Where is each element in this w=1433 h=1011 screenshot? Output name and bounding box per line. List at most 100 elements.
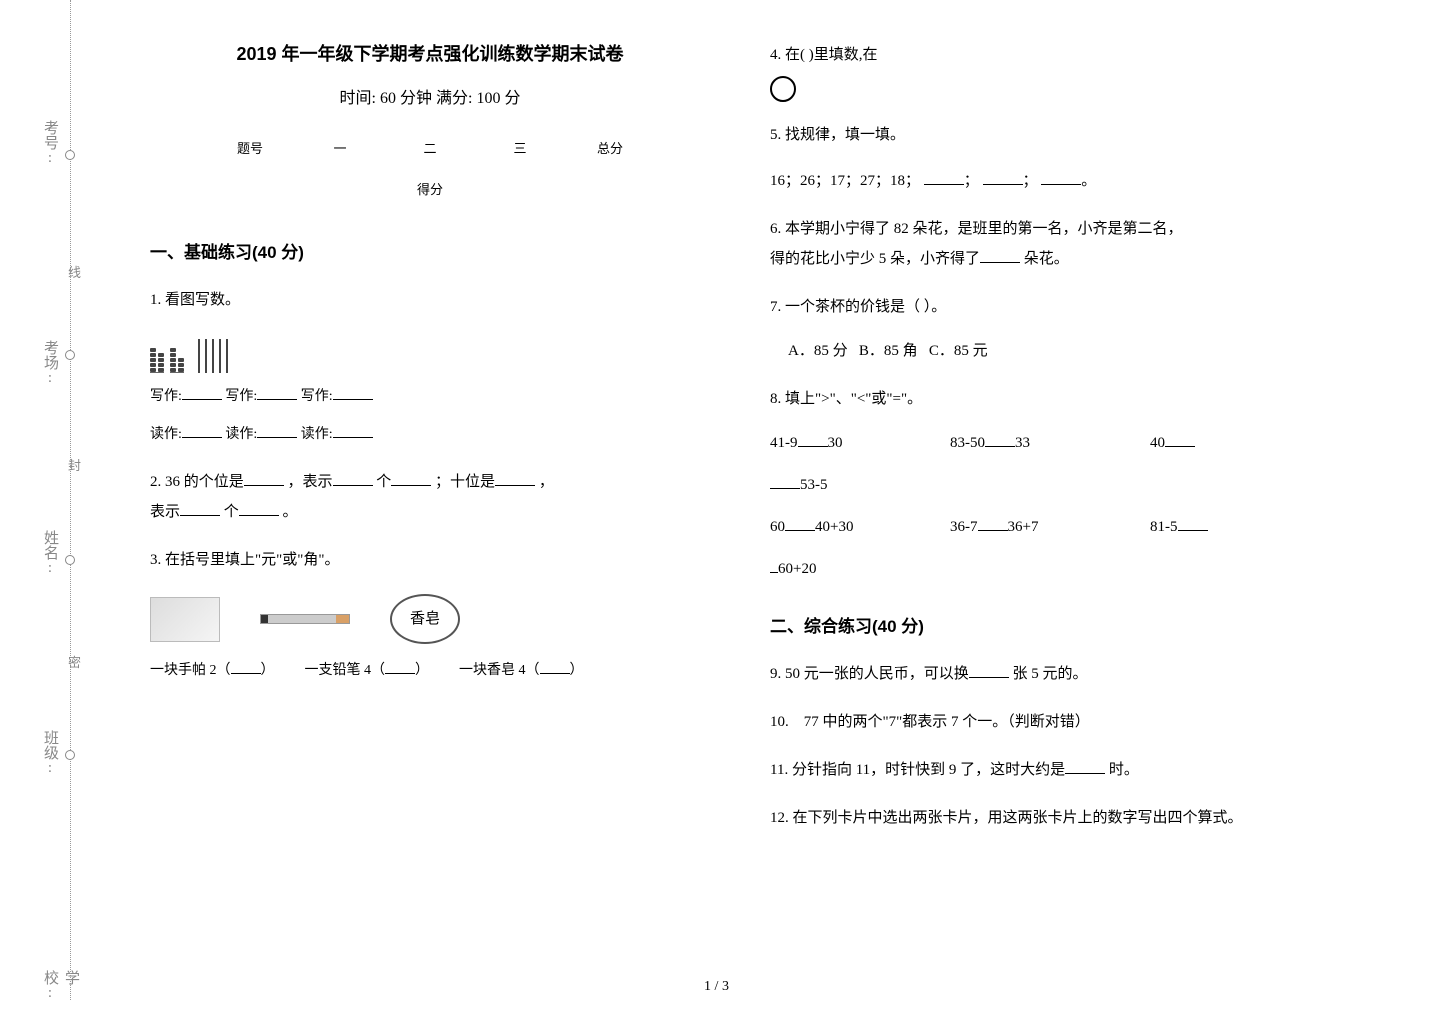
item-caption: 一块手帕 2（） (150, 657, 275, 685)
side-label-xingming: 姓名: (40, 530, 61, 576)
option-c: C．85 元 (929, 343, 988, 359)
q2-text: ， (539, 474, 554, 490)
item-handkerchief (150, 589, 220, 649)
seal-circle (65, 350, 75, 360)
q2-text: 个 (224, 504, 239, 520)
question-2: 2. 36 的个位是 ，表示 个 ；十位是 ， 表示 个 。 (150, 467, 710, 527)
seal-circle (65, 150, 75, 160)
question-12: 12. 在下列卡片中选出两张卡片，用这两张卡片上的数字写出四个算式。 (770, 803, 1330, 833)
q12-num: 12. (770, 810, 789, 826)
item-caption: 一块香皂 4（） (459, 657, 584, 685)
q5-num: 5. (770, 127, 781, 143)
side-label-xuexiao: 学校: (40, 970, 82, 1001)
score-row-label: 得分 (410, 179, 450, 198)
q4-text: 在( )里填数,在 (785, 47, 878, 63)
question-9: 9. 50 元一张的人民币，可以换 张 5 元的。 (770, 659, 1330, 689)
question-4: 4. 在( )里填数,在 (770, 40, 1330, 102)
question-6: 6. 本学期小宁得了 82 朵花，是班里的第一名，小齐是第二名， 得的花比小宁少… (770, 214, 1330, 274)
write-label: 写作: (150, 389, 182, 404)
abacus-icon (150, 333, 164, 373)
score-col: 二 (410, 138, 450, 157)
exam-subtitle: 时间: 60 分钟 满分: 100 分 (150, 84, 710, 108)
q12-text: 在下列卡片中选出两张卡片，用这两张卡片上的数字写出四个算式。 (793, 810, 1243, 826)
tally-icon (198, 339, 228, 373)
compare-cell: 83-5033 (950, 428, 1150, 458)
right-column: 4. 在( )里填数,在 5. 找规律，填一填。 16；26；17；27；18；… (770, 40, 1330, 851)
abacus-icon (170, 333, 184, 373)
question-10: 10. 77 中的两个"7"都表示 7 个一。（判断对错） (770, 707, 1330, 737)
item-pencil (260, 589, 350, 649)
seal-char-xian: 线 (68, 262, 81, 281)
q4-num: 4. (770, 47, 781, 63)
q6-text: 本学期小宁得了 82 朵花，是班里的第一名，小齐是第二名， (785, 221, 1183, 237)
option-a: A．85 分 (788, 343, 848, 359)
exam-title: 2019 年一年级下学期考点强化训练数学期末试卷 (150, 40, 710, 66)
q2-text: ；十位是 (435, 474, 495, 490)
question-3: 3. 在括号里填上"元"或"角"。 香皂 一块手帕 2（） 一支铅笔 4（） 一… (150, 545, 710, 685)
question-7: 7. 一个茶杯的价钱是（ ）。 A．85 分 B．85 角 C．85 元 (770, 292, 1330, 366)
side-label-kaohao: 考号: (40, 120, 61, 166)
compare-cell: 53-5 (770, 470, 1290, 500)
seal-circle (65, 750, 75, 760)
q1-text: 看图写数。 (165, 292, 240, 308)
q3-text: 在括号里填上"元"或"角"。 (165, 552, 340, 568)
seal-char-mi: 密 (68, 652, 81, 671)
read-label: 读作: (225, 427, 257, 442)
option-b: B．85 角 (859, 343, 918, 359)
q8-num: 8. (770, 391, 781, 407)
side-label-kaochang: 考场: (40, 340, 61, 386)
q2-text: 36 的个位是 (165, 474, 244, 490)
page-number: 1 / 3 (704, 979, 729, 995)
pencil-icon (260, 614, 350, 624)
q6-text: 朵花。 (1024, 251, 1069, 267)
read-row: 读作: 读作: 读作: (150, 421, 710, 449)
q2-text: 。 (283, 504, 298, 520)
section-1-heading: 一、基础练习(40 分) (150, 238, 710, 263)
q2-text: 表示 (150, 504, 180, 520)
left-column: 2019 年一年级下学期考点强化训练数学期末试卷 时间: 60 分钟 满分: 1… (150, 40, 710, 703)
score-col: 三 (500, 138, 540, 157)
q10-num: 10. (770, 714, 789, 730)
side-label-strip: 考号: 考场: 姓名: 班级: 学校: (10, 60, 70, 910)
soap-icon: 香皂 (390, 594, 460, 644)
q9-text: 50 元一张的人民币，可以换 (785, 666, 969, 682)
score-table: 题号 一 二 三 总分 得分 (150, 138, 710, 198)
side-label-banji: 班级: (40, 730, 61, 776)
q5-text: 找规律，填一填。 (785, 127, 905, 143)
semi: ； (1023, 173, 1038, 189)
q8-text: 填上">"、"<"或"="。 (785, 391, 922, 407)
write-label: 写作: (301, 389, 333, 404)
compare-cell: 41-930 (770, 428, 950, 458)
q11-text: 分针指向 11，时针快到 9 了，这时大约是 (792, 762, 1065, 778)
score-col: 总分 (590, 138, 630, 157)
period: 。 (1081, 173, 1096, 189)
handkerchief-icon (150, 597, 220, 642)
item-row: 香皂 (150, 589, 710, 649)
compare-cell: 6040+30 (770, 512, 950, 542)
q6-text: 得的花比小宁少 5 朵，小齐得了 (770, 251, 980, 267)
seal-char-feng: 封 (68, 455, 81, 474)
compare-cell: 36-736+7 (950, 512, 1150, 542)
circle-icon (770, 76, 796, 102)
write-row: 写作: 写作: 写作: (150, 383, 710, 411)
score-row-label: 题号 (230, 138, 270, 157)
read-label: 读作: (301, 427, 333, 442)
q9-num: 9. (770, 666, 781, 682)
q3-num: 3. (150, 552, 161, 568)
q7-num: 7. (770, 299, 781, 315)
question-1: 1. 看图写数。 写作: 写作: 写作: (150, 285, 710, 449)
section-2-heading: 二、综合练习(40 分) (770, 612, 1330, 637)
write-label: 写作: (225, 389, 257, 404)
semi: ； (964, 173, 979, 189)
read-label: 读作: (150, 427, 182, 442)
q5-seq: 16；26；17；27；18； (770, 173, 920, 189)
question-11: 11. 分针指向 11，时针快到 9 了，这时大约是 时。 (770, 755, 1330, 785)
question-5: 5. 找规律，填一填。 16；26；17；27；18； ； ； 。 (770, 120, 1330, 196)
soap-label: 香皂 (410, 604, 440, 634)
score-col: 一 (320, 138, 360, 157)
compare-cell: 60+20 (770, 554, 1290, 584)
q1-num: 1. (150, 292, 161, 308)
item-soap: 香皂 (390, 589, 460, 649)
seal-circle (65, 555, 75, 565)
q11-text: 时。 (1109, 762, 1139, 778)
